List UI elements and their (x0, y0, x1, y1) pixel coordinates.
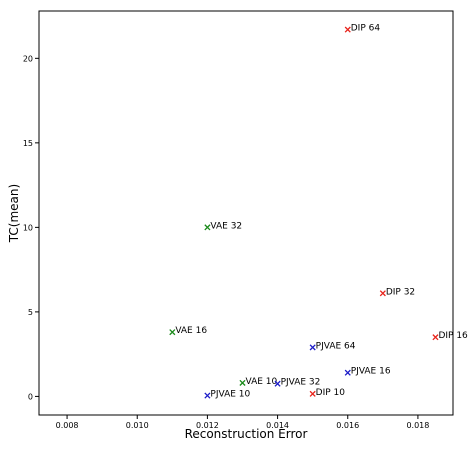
data-point: DIP 64 (344, 24, 381, 34)
data-point: VAE 32 (204, 221, 242, 231)
x-axis-title: Reconstruction Error (185, 427, 308, 441)
plot-frame (38, 10, 454, 416)
data-point: PJVAE 64 (309, 341, 356, 351)
y-axis-ticks: 0 5 10 15 20 (23, 54, 39, 401)
point-label: VAE 32 (210, 221, 242, 231)
data-point: PJVAE 16 (344, 367, 391, 377)
point-marker (169, 329, 176, 336)
x-axis-ticks: 0.008 0.010 0.012 0.014 0.016 0.018 (56, 415, 429, 430)
data-point: VAE 10 (239, 377, 278, 387)
point-label: PJVAE 32 (281, 378, 321, 388)
x-tick-label: 0.012 (196, 421, 219, 430)
y-axis-title: TC(mean) (7, 184, 21, 243)
y-tick-label: 0 (28, 392, 33, 401)
point-marker (432, 334, 439, 341)
data-point: DIP 10 (309, 388, 346, 398)
x-tick-label: 0.016 (336, 421, 359, 430)
point-marker (239, 379, 246, 386)
data-points: DIP 64 DIP 32 DIP 16 DIP 10 VAE 32 VAE 16 VAE … (169, 24, 468, 400)
data-point: VAE 16 (169, 326, 207, 336)
point-label: DIP 16 (438, 331, 468, 341)
point-marker (204, 224, 211, 231)
data-point: DIP 32 (379, 287, 415, 297)
y-tick-label: 15 (23, 139, 33, 148)
point-marker (274, 380, 281, 387)
y-tick-label: 20 (23, 54, 33, 63)
point-marker (379, 290, 386, 297)
point-label: VAE 16 (175, 326, 207, 336)
point-marker (344, 26, 351, 33)
point-label: VAE 10 (245, 377, 277, 387)
point-marker (309, 390, 316, 397)
point-marker (344, 369, 351, 376)
point-label: PJVAE 64 (316, 341, 356, 351)
x-tick-label: 0.010 (126, 421, 149, 430)
point-marker (309, 344, 316, 351)
point-label: PJVAE 10 (210, 390, 250, 400)
y-tick-label: 10 (23, 223, 33, 232)
data-point: PJVAE 10 (204, 390, 250, 400)
x-tick-label: 0.008 (56, 421, 79, 430)
x-tick-label: 0.018 (406, 421, 429, 430)
point-label: DIP 10 (316, 388, 346, 398)
point-label: PJVAE 16 (351, 367, 391, 377)
point-label: DIP 64 (351, 24, 381, 34)
data-point: PJVAE 32 (274, 378, 321, 388)
y-tick-label: 5 (28, 308, 33, 317)
point-label: DIP 32 (386, 287, 415, 297)
data-point: DIP 16 (432, 331, 468, 341)
x-tick-label: 0.014 (266, 421, 289, 430)
point-marker (204, 392, 211, 399)
